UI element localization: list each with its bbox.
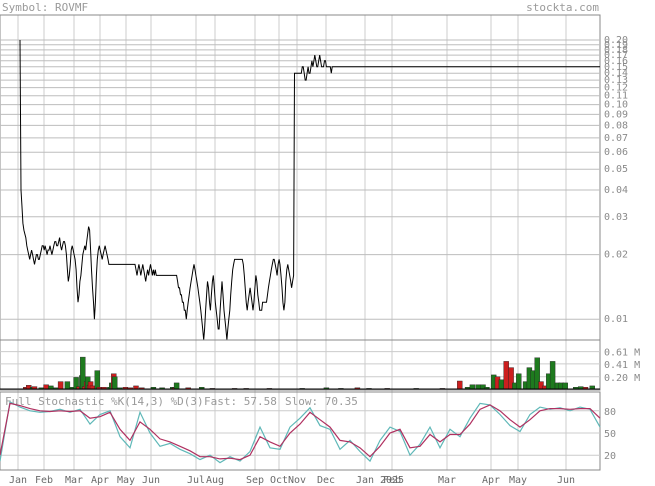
volume-bar [562, 382, 568, 390]
price-y-tick: 0.06 [604, 147, 628, 158]
price-y-tick: 0.05 [604, 164, 628, 175]
x-tick-label: Mar [65, 475, 83, 486]
x-tick-label: Nov [288, 475, 306, 486]
x-tick-label: Oct [270, 475, 288, 486]
price-y-tick: 0.20 [604, 35, 628, 46]
volume-bar [173, 382, 180, 390]
price-y-tick: 0.16 [604, 56, 628, 67]
x-tick-label: 2025 [380, 475, 404, 486]
x-tick-label: Jun [557, 475, 575, 486]
price-y-tick: 0.15 [604, 62, 628, 73]
stochastic-panel: Full Stochastic %K(14,3) %D(3) Fast: 57.… [0, 391, 616, 471]
volume-bar [64, 381, 71, 390]
volume-bar [57, 381, 64, 390]
price-y-tick: 0.02 [604, 250, 628, 261]
price-y-tick: 0.04 [604, 185, 628, 196]
x-tick-label: Apr [482, 475, 500, 486]
x-tick-label: Feb [383, 475, 401, 486]
price-y-tick: 0.09 [604, 109, 628, 120]
price-y-tick: 0.03 [604, 212, 628, 223]
price-y-tick: 0.10 [604, 100, 628, 111]
stochastic-k-line [0, 400, 601, 464]
fast-value-label: Fast: 57.58 [204, 395, 277, 408]
volume-y-tick: 0.61 M [604, 348, 640, 359]
site-label: stockta.com [526, 1, 599, 14]
x-tick-label: Jan [356, 475, 374, 486]
x-tick-label: May [509, 475, 527, 486]
x-tick-label: May [117, 475, 135, 486]
x-tick-label: Apr [91, 475, 109, 486]
price-y-tick: 0.01 [604, 314, 628, 325]
stochastic-d-line [0, 402, 601, 461]
slow-value-label: Slow: 70.35 [285, 395, 358, 408]
x-tick-label: Feb [35, 475, 53, 486]
x-tick-label: Dec [317, 475, 335, 486]
stochastic-y-tick: 20 [604, 451, 616, 462]
x-tick-label: Aug [206, 475, 224, 486]
volume-bar [457, 380, 463, 390]
x-tick-label: Jan [9, 475, 27, 486]
volume-y-tick: 0.20 M [604, 373, 640, 384]
x-tick-label: Mar [438, 475, 456, 486]
x-tick-label: Jul [187, 475, 205, 486]
x-tick-label: Sep [246, 475, 264, 486]
volume-bar [43, 384, 49, 390]
symbol-label: Symbol: ROVMF [2, 1, 88, 14]
x-tick-label: Jun [142, 475, 160, 486]
price-series-line [19, 39, 600, 341]
volume-bar [516, 373, 522, 390]
volume-bar [475, 384, 481, 390]
stochastic-y-tick: 80 [604, 407, 616, 418]
volume-bar [498, 379, 505, 390]
volume-y-tick: 0.41 M [604, 360, 640, 371]
volume-bar [94, 370, 101, 390]
volume-bar [469, 384, 476, 390]
volume-bar [549, 361, 556, 390]
price-y-tick: 0.17 [604, 50, 628, 61]
price-y-tick: 0.11 [604, 91, 628, 102]
volume-panel: 0.61 M0.41 M 0.20 M [0, 339, 640, 391]
volume-bar [111, 376, 118, 390]
price-y-tick: 0.14 [604, 68, 628, 79]
price-y-tick: 0.13 [604, 75, 628, 86]
stochastic-title: Full Stochastic %K(14,3) %D(3) [5, 395, 204, 408]
price-y-tick: 0.18 [604, 45, 628, 56]
price-y-tick: 0.07 [604, 133, 628, 144]
price-y-tick: 0.12 [604, 83, 628, 94]
price-y-tick: 0.19 [604, 40, 628, 51]
stochastic-y-tick: 50 [604, 429, 616, 440]
volume-bar [503, 361, 509, 390]
price-y-tick: 0.08 [604, 120, 628, 131]
